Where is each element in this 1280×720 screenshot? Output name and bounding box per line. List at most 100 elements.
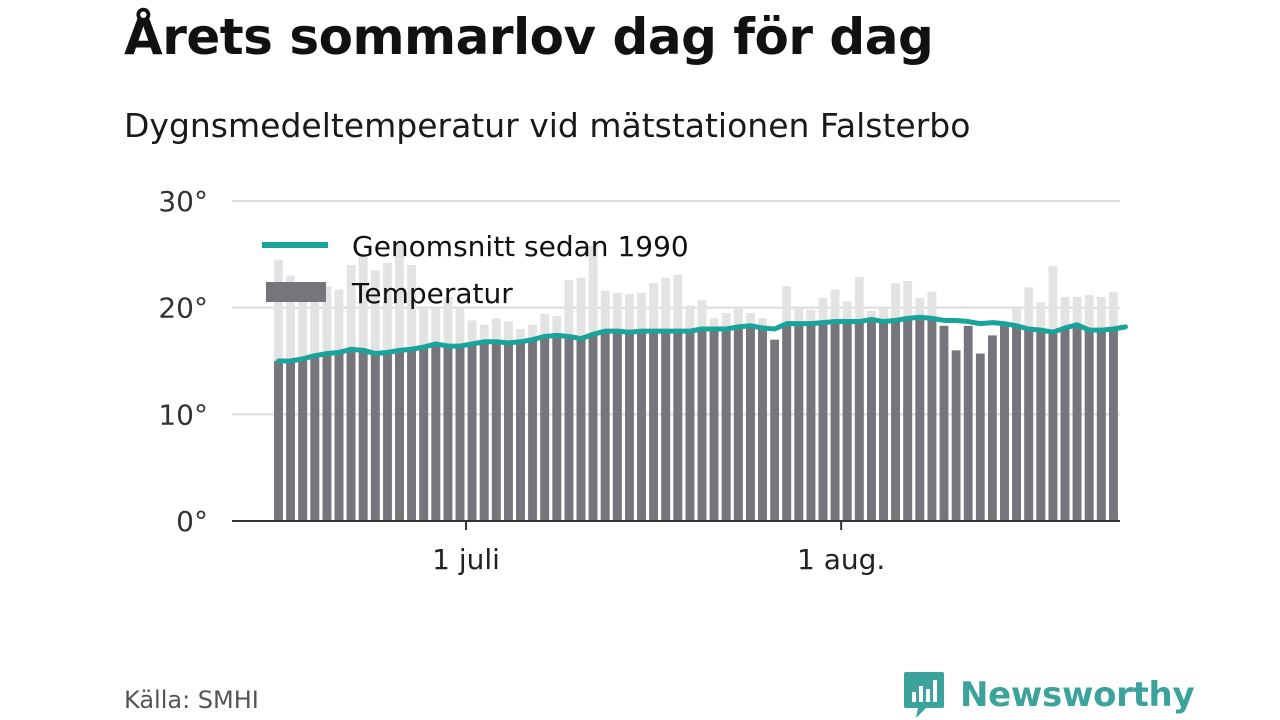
temperature-bar-upper (419, 307, 429, 348)
temperature-bar-upper (479, 324, 489, 342)
temperature-bar-lower (310, 355, 320, 521)
temperature-bar-lower (915, 317, 925, 521)
y-tick-label: 0° (176, 505, 208, 538)
temperature-bar-upper (504, 321, 513, 343)
temperature-bar-upper (528, 324, 537, 340)
axes: 0° 10° 20° 30° 1 juli 1 aug. (158, 185, 1120, 576)
temperature-bar-upper (443, 297, 453, 347)
temperature-bar-lower (879, 321, 888, 521)
temperature-bar-upper (879, 307, 888, 322)
temperature-bar-lower (467, 343, 477, 521)
temperature-bar-upper (286, 275, 295, 361)
x-tick-label: 1 aug. (797, 543, 885, 576)
temperature-bar-upper (1012, 307, 1021, 326)
temperature-bar-lower (685, 331, 695, 521)
temperature-bar-upper (383, 262, 392, 353)
temperature-bar-upper (431, 307, 441, 344)
temperature-bar-upper (1024, 287, 1034, 329)
temperature-bar-upper (818, 298, 828, 323)
temperature-bar-lower (758, 327, 767, 521)
temperature-bar-upper (346, 265, 356, 350)
temperature-bar-upper (1072, 297, 1082, 325)
average-line-group (276, 314, 1128, 364)
temperature-bar-lower (625, 332, 634, 521)
background-bars (274, 243, 1118, 361)
temperature-bar-lower (334, 352, 344, 521)
temperature-bar-lower (576, 338, 586, 521)
newsworthy-logo-icon (904, 672, 944, 718)
temperature-bar-lower (383, 352, 392, 521)
temperature-bar-lower (431, 343, 441, 521)
temperature-bar-upper (903, 281, 913, 319)
temperature-bar-upper (274, 259, 283, 361)
temperature-bar-lower (346, 349, 356, 521)
temperature-bar-upper (1109, 291, 1118, 329)
temperature-bar (963, 325, 973, 521)
temperature-bar-lower (1084, 330, 1094, 521)
temperature-bar-upper (407, 265, 416, 350)
temperature-bar-upper (649, 283, 658, 332)
temperature-bar-upper (794, 307, 804, 324)
temperature-bar-lower (370, 353, 380, 521)
temperature-bar-upper (854, 276, 864, 322)
temperature-bar-upper (540, 314, 550, 337)
temperature-bar-upper (806, 309, 816, 324)
temperature-bar-lower (274, 361, 283, 521)
temperature-bar-lower (1024, 329, 1034, 521)
temperature-bar-upper (927, 291, 937, 319)
temperature-bar-lower (443, 346, 453, 521)
average-line (276, 314, 1128, 364)
temperature-bar-upper (733, 307, 743, 327)
temperature-bar-lower (1096, 330, 1106, 521)
temperature-bar-upper (758, 318, 767, 328)
temperature-bar-lower (1060, 327, 1070, 521)
chart-title: Årets sommarlov dag för dag (124, 8, 934, 66)
temperature-bar-upper (600, 290, 610, 332)
temperature-bar-upper (467, 320, 477, 344)
temperature-bar (939, 325, 949, 521)
temperature-bar-lower (540, 336, 550, 521)
temperature-bar-lower (637, 331, 646, 521)
temperature-bar (951, 350, 961, 521)
temperature-bar-lower (588, 334, 598, 521)
temperature-bar-lower (516, 341, 525, 521)
temperature-bar-upper (1036, 302, 1046, 331)
temperature-bar-upper (455, 307, 465, 347)
temperature-bar-lower (746, 325, 755, 521)
temperature-bar (975, 353, 985, 521)
y-tick-label: 30° (158, 185, 208, 218)
temperature-bar-upper (322, 286, 332, 354)
temperature-bar-lower (322, 353, 332, 521)
temperature-bar-upper (782, 286, 792, 324)
temperature-bar-lower (1036, 330, 1046, 521)
temperature-bar-lower (419, 347, 429, 521)
temperature-bar-lower (600, 331, 610, 521)
y-tick-label: 20° (158, 292, 208, 325)
temperature-bar-upper (358, 254, 368, 351)
temperature-bar-lower (903, 318, 913, 521)
temperature-bar-upper (310, 297, 320, 356)
temperature-bar-lower (358, 350, 368, 521)
temperature-bar-upper (867, 310, 876, 320)
brand-name: Newsworthy (960, 675, 1195, 715)
temperature-bar-lower (830, 321, 840, 521)
temperature-bar-lower (455, 346, 465, 521)
brand: Newsworthy (902, 670, 1195, 720)
source-note: Källa: SMHI (124, 686, 259, 714)
temperature-bar-lower (395, 350, 404, 521)
legend-temperature-swatch (266, 282, 326, 302)
temperature-bar-upper (915, 298, 925, 318)
temperature-bar-upper (516, 329, 525, 342)
temperature-bar-lower (891, 320, 900, 521)
temperature-bar-lower (733, 326, 743, 521)
temperature-bar-lower (528, 339, 537, 521)
temperature-bar-lower (612, 331, 622, 521)
temperature-bar-upper (685, 305, 695, 332)
temperature-bar-upper (395, 243, 404, 351)
temperature-bar-lower (286, 361, 295, 521)
temperature-bar-upper (491, 318, 501, 342)
temperature-bar-lower (298, 358, 308, 521)
temperature-bar-lower (491, 341, 501, 521)
legend-temperature-label: Temperatur (351, 277, 513, 310)
temperature-bar-lower (927, 318, 937, 521)
